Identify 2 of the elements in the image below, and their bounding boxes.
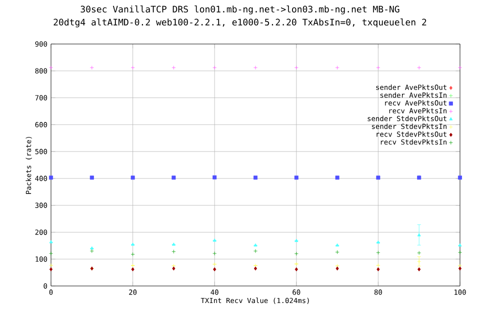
chart-title: 30sec VanillaTCP DRS lon01.mb-ng.net->lon03.mb-ng.net MB-NG (80, 6, 400, 14)
chart-subtitle: 20dtg4 altAIMD-0.2 web100-2.2.1, e1000-5.2.20 TxAbsIn=0, txqueuelen 2 (54, 18, 426, 28)
